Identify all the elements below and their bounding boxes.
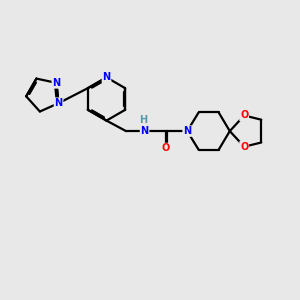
Text: N: N [55, 98, 63, 108]
Text: O: O [161, 143, 170, 154]
Text: N: N [140, 126, 149, 136]
Text: N: N [102, 72, 111, 82]
Text: N: N [183, 126, 191, 136]
Text: H: H [139, 115, 147, 125]
Text: N: N [52, 78, 61, 88]
Text: O: O [240, 110, 248, 121]
Text: O: O [240, 142, 248, 152]
